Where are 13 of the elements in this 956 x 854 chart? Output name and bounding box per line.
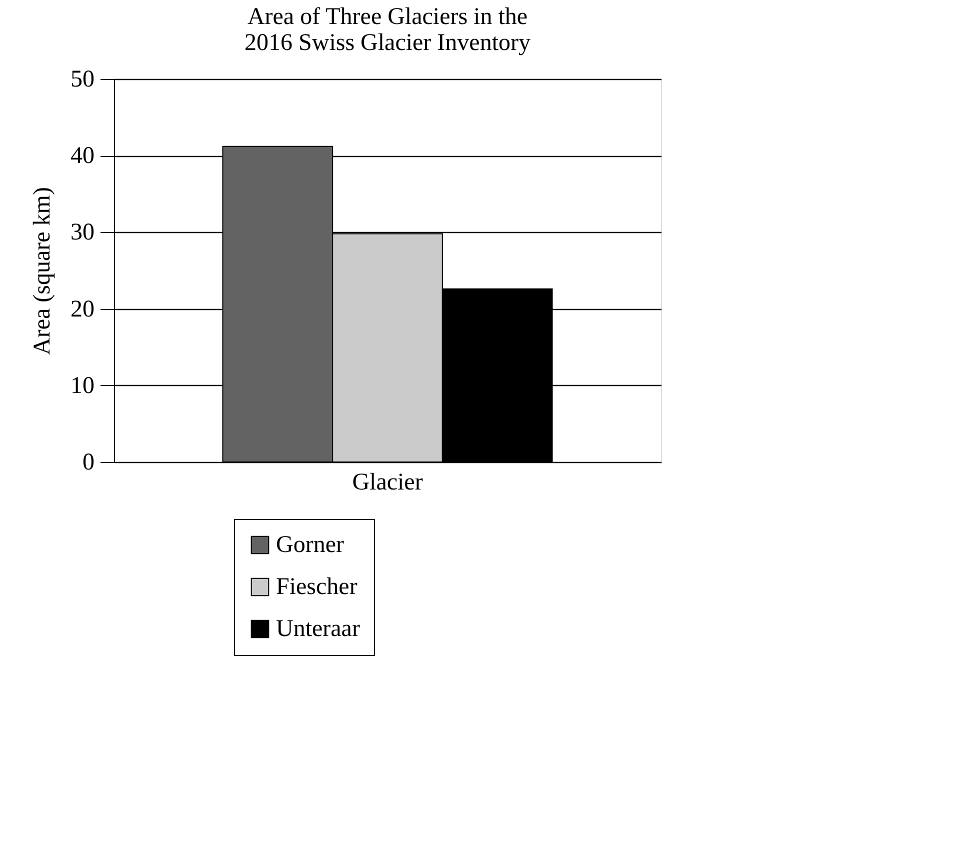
y-axis-title: Area (square km) [30,187,56,355]
y-tick-label: 40 [70,143,94,170]
x-tick-label: Glacier [352,470,423,496]
legend-label: Fiescher [276,574,358,600]
y-tick-label: 50 [70,66,94,92]
legend-label: Unteraar [276,616,360,642]
y-tick-label: 30 [70,220,94,246]
legend-label: Gorner [276,532,344,558]
y-tick-label: 20 [70,296,94,322]
y-tick-label: 0 [82,450,94,476]
text: 2016 Swiss Glacier Inventory [244,30,530,56]
text: Area of Three Glaciers in the [247,4,528,30]
y-tick-label: 10 [70,372,94,399]
